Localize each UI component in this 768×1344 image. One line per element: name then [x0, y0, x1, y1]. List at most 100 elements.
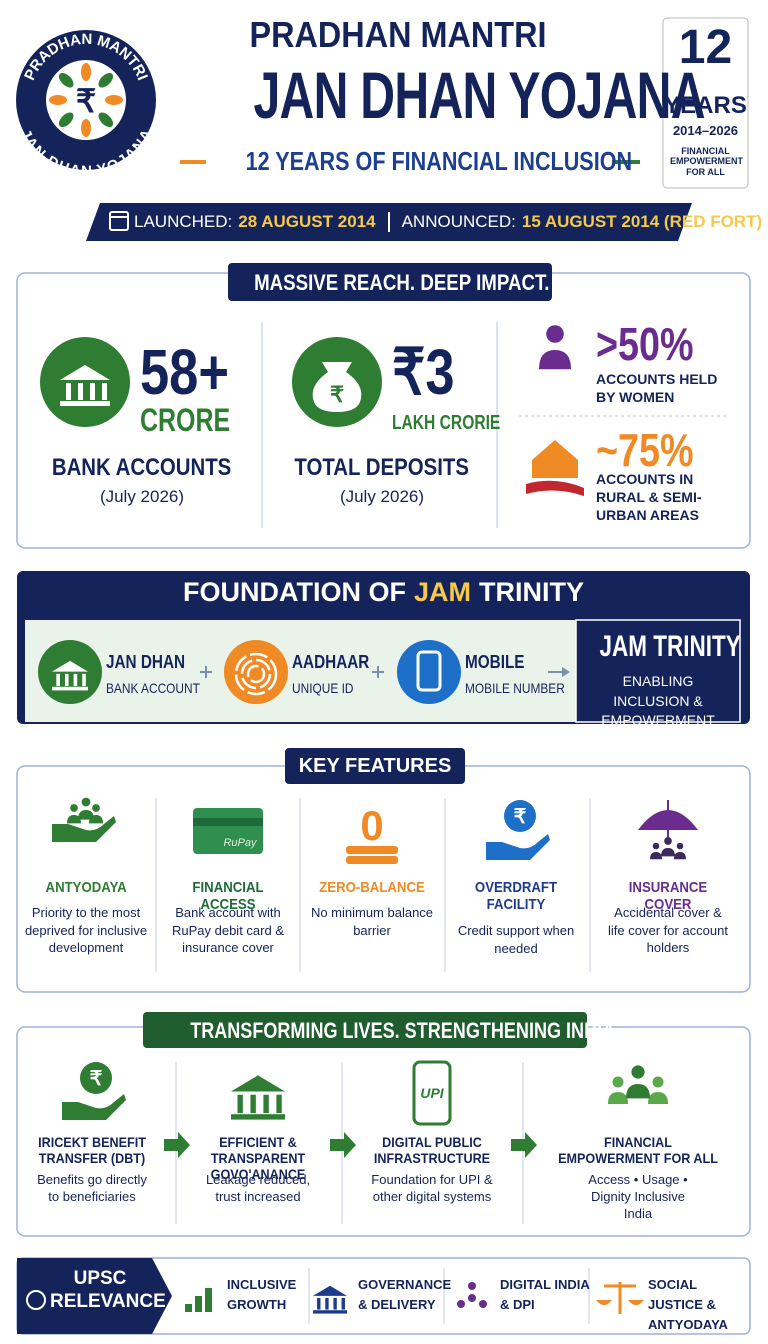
person-body — [539, 350, 571, 370]
bar-icon — [205, 1288, 212, 1312]
bank-column — [64, 673, 69, 687]
impact-item-title-box: EFFICIENT & TRANSPARENT GOVO'ANANCE — [183, 1134, 333, 1182]
title-line1: PRADHAN MANTRI — [249, 14, 547, 55]
title-line1-box: PRADHAN MANTRI — [170, 14, 626, 55]
badge-box — [662, 17, 749, 189]
date-text: 15 AUGUST 2014 (RED FORT) — [521, 212, 763, 232]
person-body — [608, 1092, 628, 1104]
impact-item-title-box: FINANCIAL EMPOWERMENT FOR ALL — [543, 1134, 733, 1166]
person-body — [648, 1092, 668, 1104]
phone — [412, 1060, 452, 1126]
bank-column — [325, 1297, 329, 1310]
coin-text: ₹ — [514, 806, 527, 828]
bank-base — [231, 1114, 285, 1120]
jam-icon — [38, 640, 102, 704]
bank-column — [250, 1094, 256, 1114]
upsc-title: UPSC RELEVANCE — [50, 1268, 166, 1312]
upsc-icon — [26, 1290, 46, 1310]
bank-column — [341, 1297, 345, 1310]
jam-result-subtitle: ENABLING INCLUSION & EMPOWERMENT — [601, 673, 715, 729]
jam-result — [575, 619, 741, 723]
bar-icon — [185, 1304, 192, 1312]
stat-unit-box: LAKH CRORIE — [392, 412, 531, 435]
upsc-item: SOCIAL JUSTICE & ANTYODAYA — [648, 1277, 728, 1333]
date-separator — [387, 212, 390, 232]
stat-value-box: 58+ — [140, 336, 249, 410]
phone-text: UPI — [420, 1085, 444, 1101]
impact-title: TRANSFORMING LIVES. STRENGTHENING INDIA. — [190, 1018, 621, 1043]
network-node — [468, 1294, 476, 1302]
impact-item-desc: Benefits go directly to beneficiaries — [37, 1172, 147, 1204]
field — [526, 480, 584, 496]
jam-item-name: MOBILE — [465, 652, 525, 672]
impact-item-title-box: IRICEKT BENEFIT TRANSFER (DBT) — [17, 1134, 167, 1166]
card-stripe — [193, 818, 263, 826]
jam-result-title: JAM TRINITY — [599, 630, 741, 663]
stat-label-box: BANK ACCOUNTS — [22, 454, 262, 482]
title-line2: JAN DHAN YOJANA — [253, 58, 705, 132]
feature-title: OVERDRAFT FACILITY — [474, 879, 558, 914]
reach-pill — [228, 263, 552, 301]
bank-column — [276, 1094, 282, 1114]
feature-title-box: FINANCIAL ACCESS — [156, 879, 300, 914]
bank-column — [333, 1297, 337, 1310]
share-label: ACCOUNTS HELD BY WOMEN — [596, 371, 718, 406]
jam-item-name: JAN DHAN — [106, 652, 186, 672]
stat-label: TOTAL DEPOSITS — [294, 454, 470, 481]
feature-desc: Accidental cover & life cover for accoun… — [608, 905, 728, 956]
stat-label-box: TOTAL DEPOSITS — [262, 454, 502, 482]
zero: 0 — [360, 802, 383, 849]
bank-roof — [52, 660, 88, 672]
person-body — [78, 810, 94, 820]
feature-title-box: ANTYODAYA — [14, 879, 158, 896]
card-text: RuPay — [223, 837, 258, 849]
impact-title-box: TRANSFORMING LIVES. STRENGTHENING INDIA. — [143, 1018, 620, 1043]
fingerprint — [246, 664, 266, 684]
date-text: LAUNCHED: — [134, 212, 233, 232]
stat-value: ₹3 — [392, 336, 455, 408]
coin — [80, 1062, 112, 1094]
arrow-head — [562, 667, 570, 677]
stat-label: BANK ACCOUNTS — [52, 454, 232, 481]
coin — [504, 800, 536, 832]
jam-title-part: FOUNDATION OF — [183, 577, 406, 607]
logo-petal — [81, 119, 91, 137]
stat-unit: CRORE — [140, 402, 231, 438]
bank-column — [66, 383, 71, 400]
jam-item-sub: BANK ACCOUNT — [106, 680, 200, 696]
person-head — [652, 1076, 664, 1088]
person-head — [70, 804, 78, 812]
feature-desc: Credit support when needed — [457, 923, 575, 956]
tagline: 12 YEARS OF FINANCIAL INCLUSION — [245, 146, 633, 176]
date-row: LAUNCHED: 28 AUGUST 2014 ANNOUNCED: 15 AUGU… — [134, 203, 762, 241]
bank-column — [56, 673, 60, 687]
bank-column — [90, 383, 95, 400]
feature-title-box: INSURANCE COVER — [596, 879, 740, 914]
jam-item-sub: UNIQUE ID — [292, 680, 354, 696]
bank-base — [60, 401, 110, 406]
feature-title: INSURANCE COVER — [628, 879, 708, 914]
jam-title-part: JAM — [413, 577, 471, 607]
person-body — [661, 848, 675, 857]
logo-petal — [105, 95, 123, 105]
bank-roof — [313, 1285, 347, 1296]
flow-arrow — [164, 1132, 190, 1158]
impact-item-title: EFFICIENT & TRANSPARENT GOVO'ANANCE — [210, 1134, 306, 1183]
feature-title-box: OVERDRAFT FACILITY — [444, 879, 588, 914]
logo-petal — [49, 95, 67, 105]
stat-icon-text: ₹ — [330, 382, 344, 407]
impact-pill — [143, 1012, 587, 1048]
jam-panel — [25, 620, 577, 722]
bar-icon — [195, 1296, 202, 1312]
impact-item-desc: Leakage reduced, trust increased — [205, 1172, 311, 1204]
date-text: ANNOUNCED: — [401, 212, 516, 232]
jam-item-sub: MOBILE NUMBER — [465, 680, 565, 696]
jam-item-name-box: MOBILE — [465, 652, 535, 673]
upsc-item: INCLUSIVE GROWTH — [227, 1277, 297, 1313]
money-bag — [312, 362, 362, 412]
stat-value: 58+ — [140, 336, 230, 408]
person-head — [81, 797, 91, 807]
bank-base — [52, 686, 88, 691]
reach-title-box: MASSIVE REACH. DEEP IMPACT. — [228, 270, 552, 295]
